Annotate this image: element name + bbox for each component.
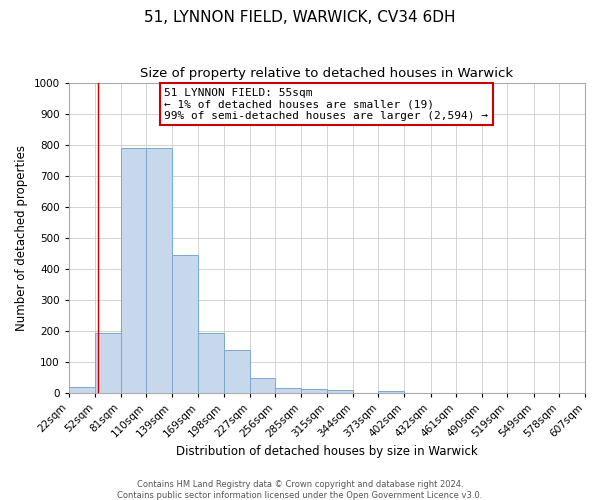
Bar xyxy=(275,388,301,393)
Text: 51, LYNNON FIELD, WARWICK, CV34 6DH: 51, LYNNON FIELD, WARWICK, CV34 6DH xyxy=(144,10,456,25)
Bar xyxy=(146,148,172,393)
Bar xyxy=(199,332,224,393)
Bar xyxy=(69,387,95,393)
X-axis label: Distribution of detached houses by size in Warwick: Distribution of detached houses by size … xyxy=(176,444,478,458)
Bar xyxy=(121,148,146,393)
Y-axis label: Number of detached properties: Number of detached properties xyxy=(15,145,28,331)
Bar xyxy=(379,390,404,393)
Bar xyxy=(250,378,275,393)
Bar xyxy=(327,390,353,393)
Text: Contains HM Land Registry data © Crown copyright and database right 2024.
Contai: Contains HM Land Registry data © Crown c… xyxy=(118,480,482,500)
Bar xyxy=(172,255,199,393)
Title: Size of property relative to detached houses in Warwick: Size of property relative to detached ho… xyxy=(140,68,514,80)
Bar xyxy=(301,390,327,393)
Bar xyxy=(95,332,121,393)
Bar xyxy=(224,350,250,393)
Text: 51 LYNNON FIELD: 55sqm
← 1% of detached houses are smaller (19)
99% of semi-deta: 51 LYNNON FIELD: 55sqm ← 1% of detached … xyxy=(164,88,488,121)
